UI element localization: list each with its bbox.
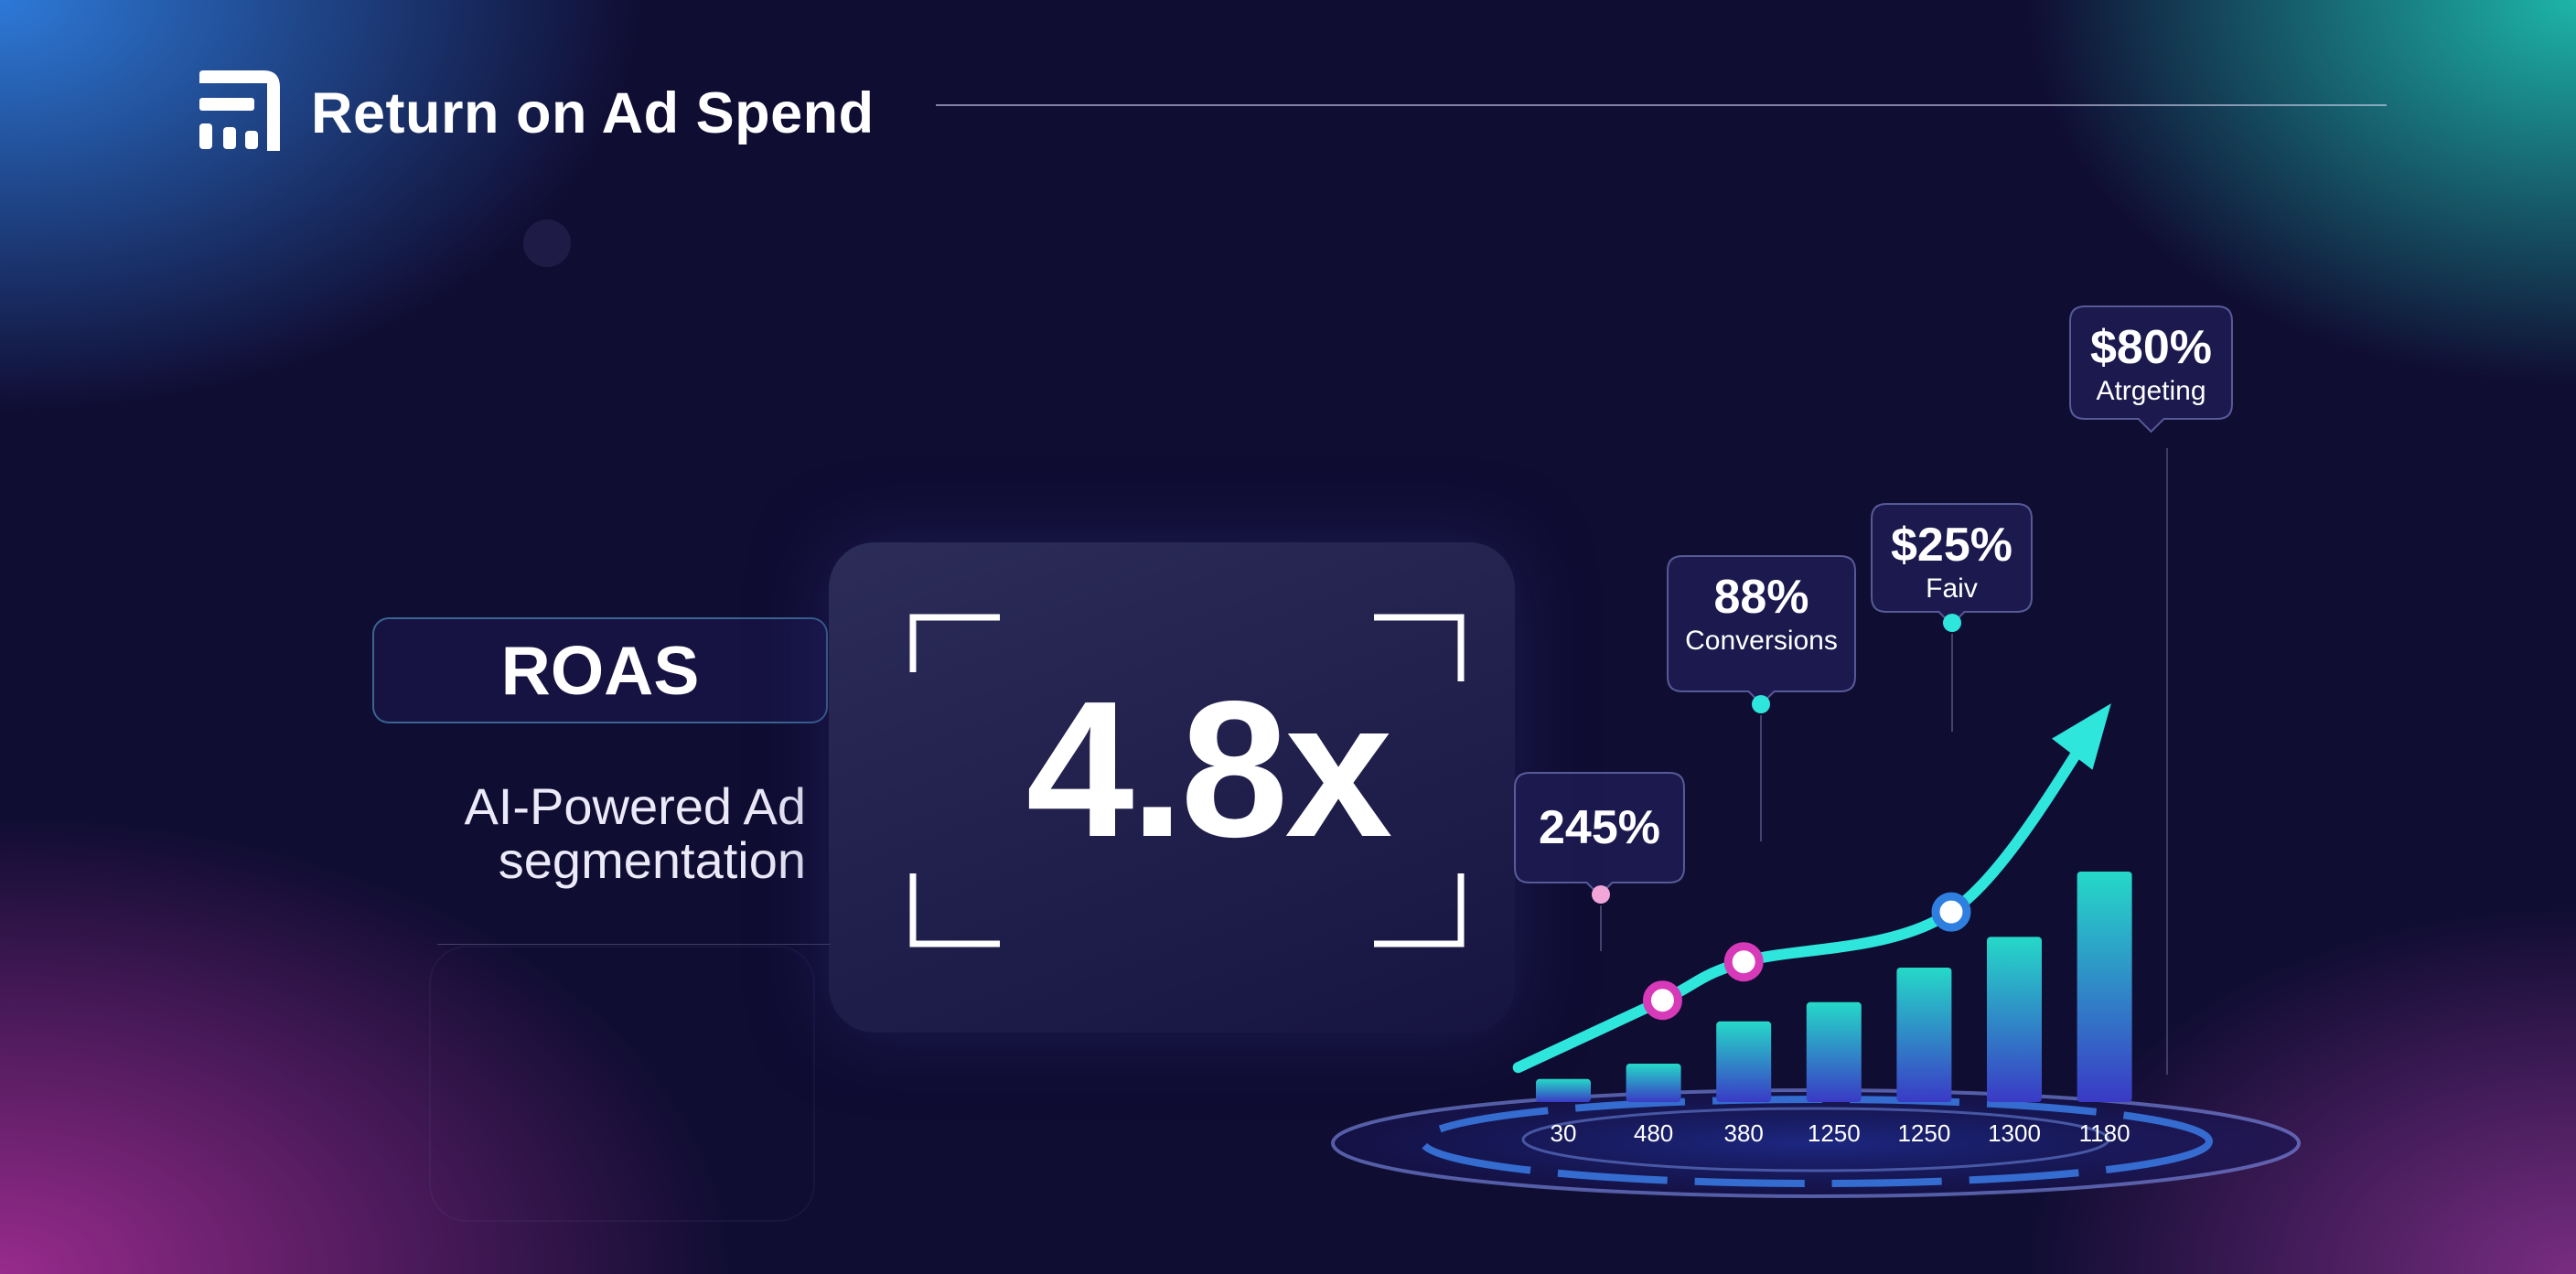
annotation-label: Conversions [1685, 626, 1838, 656]
annotation-callout: 88%Conversions [1667, 555, 1856, 841]
annotation-callout: 245% [1514, 772, 1685, 951]
subtitle-divider [437, 944, 831, 945]
x-tick-label: 380 [1724, 1119, 1764, 1147]
annotation-label: Atrgeting [2096, 376, 2206, 406]
annotation-value: $25% [1891, 519, 2012, 572]
trend-line [1512, 712, 2106, 1074]
x-tick-label: 480 [1634, 1119, 1673, 1147]
trend-marker [1723, 942, 1764, 982]
x-tick-label: 1250 [1897, 1119, 1950, 1147]
annotation-dot [1752, 695, 1770, 713]
metric-card [829, 542, 1515, 1033]
trend-marker [1642, 980, 1682, 1021]
bar-4 [1896, 968, 1952, 1102]
annotation-callout: $25%Faiv [1871, 503, 2033, 732]
annotation-dot [1943, 614, 1961, 632]
annotation-dot [1592, 885, 1610, 904]
bar-1 [1626, 1064, 1681, 1102]
roas-metric-value: 4.8x [1025, 660, 1393, 877]
trend-marker [1931, 892, 1971, 932]
annotation-value: 245% [1539, 801, 1660, 854]
annotation-value: 88% [1713, 571, 1809, 624]
annotation-label: Faiv [1926, 573, 1978, 604]
x-tick-label: 1180 [2079, 1119, 2131, 1147]
bar-5 [1987, 937, 2042, 1102]
trend-arrowhead [2052, 703, 2111, 770]
x-tick-label: 30 [1551, 1119, 1577, 1147]
annotation-callout: $80%Atrgeting [2069, 305, 2233, 434]
annotation-value: $80% [2090, 321, 2212, 374]
roas-label-box [372, 617, 828, 723]
bar-6 [2077, 872, 2132, 1102]
roas-subtitle-line2: segmentation [498, 831, 806, 889]
x-tick-label: 1250 [1808, 1119, 1861, 1147]
roas-subtitle-line1: AI-Powered Ad [464, 777, 806, 835]
page-title: Return on Ad Spend [311, 81, 875, 145]
roas-label: ROAS [500, 632, 700, 709]
bar-0 [1536, 1078, 1591, 1102]
bar-3 [1806, 1001, 1862, 1102]
bar-logo-icon [199, 70, 280, 151]
header-divider [936, 104, 2387, 106]
bar-2 [1716, 1021, 1772, 1102]
x-tick-label: 1300 [1988, 1119, 2041, 1147]
